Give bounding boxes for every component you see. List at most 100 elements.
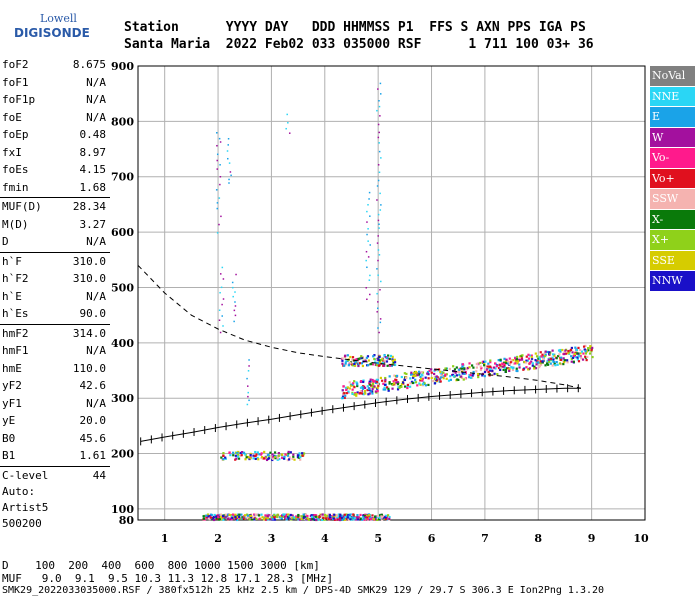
param-row: hmF1 N/A [0, 342, 110, 360]
trace-point [512, 362, 516, 365]
trace-point [229, 514, 233, 517]
trace-point [528, 354, 531, 357]
trace-point [340, 518, 344, 521]
trace-point [481, 374, 484, 377]
param-value: 28.34 [72, 200, 106, 213]
trace-point [369, 518, 373, 521]
trace-point [497, 359, 500, 362]
trace-point [343, 364, 346, 367]
trace-point [526, 359, 529, 362]
trace-point [344, 515, 347, 518]
trace-point [531, 364, 534, 367]
x-tick-label: 3 [268, 532, 276, 545]
trace-point [242, 451, 246, 454]
trace-point [489, 361, 492, 364]
sparse-echo-point [376, 268, 378, 270]
sparse-echo-point [215, 189, 218, 191]
trace-point [313, 518, 316, 521]
trace-point [292, 455, 295, 458]
param-key: h`F2 [2, 272, 29, 285]
trace-point [461, 370, 464, 373]
sparse-echo-point [367, 240, 369, 242]
trace-point [317, 518, 320, 521]
trace-point [360, 356, 363, 360]
trace-point [518, 363, 521, 366]
trace-point [235, 457, 238, 460]
trace-point [374, 517, 377, 520]
trace-point [391, 387, 394, 390]
sparse-echo-point [379, 321, 382, 324]
trace-point [274, 457, 277, 460]
trace-point [400, 383, 404, 386]
trace-point [289, 451, 292, 454]
trace-point [485, 369, 489, 372]
x-tick-label: 7 [481, 532, 489, 545]
param-row: hmE 110.0 [0, 360, 110, 378]
sparse-echo-point [218, 223, 220, 226]
trace-point [398, 386, 401, 389]
param-key: B0 [2, 431, 16, 445]
trace-point [222, 452, 225, 455]
trace-point [414, 370, 417, 374]
trace-point [575, 348, 578, 352]
sparse-echo-point [230, 174, 232, 177]
param-value: N/A [86, 110, 106, 124]
trace-point [371, 382, 374, 385]
trace-point [547, 358, 550, 361]
sparse-echo-point [379, 209, 382, 211]
trace-point [378, 359, 381, 362]
trace-point [523, 360, 526, 364]
trace-point [314, 515, 317, 518]
trace-point [563, 359, 567, 362]
sparse-echo-point [365, 287, 368, 289]
sparse-echo-point [379, 289, 381, 291]
trace-point [360, 392, 364, 395]
trace-point [247, 455, 250, 459]
param-key: D [2, 235, 9, 248]
param-value: 8.675 [72, 58, 106, 71]
trace-point [448, 367, 451, 371]
trace-point [584, 350, 587, 353]
trace-point [236, 451, 239, 455]
trace-point [502, 368, 505, 371]
trace-point [364, 392, 367, 395]
param-value: 90.0 [79, 307, 107, 320]
trace-point [464, 377, 467, 380]
param-key: h`E [2, 289, 22, 303]
trace-point [382, 388, 385, 391]
trace-point [411, 376, 415, 379]
param-key: B1 [2, 449, 16, 462]
trace-point [459, 368, 462, 372]
trace-point [357, 516, 361, 519]
trace-point [487, 371, 490, 374]
trace-point [205, 516, 208, 519]
trace-point [238, 515, 241, 518]
param-row: fmin 1.68 [0, 179, 110, 197]
trace-point [219, 515, 223, 518]
sparse-echo-point [222, 278, 225, 280]
sparse-echo-point [288, 132, 291, 134]
auto-artist: Artist5 [2, 501, 49, 514]
trace-point [361, 387, 365, 390]
trace-point [356, 383, 359, 386]
trace-point [344, 363, 347, 366]
trace-point [354, 392, 357, 395]
trace-point [470, 364, 474, 367]
sparse-echo-point [216, 159, 218, 162]
trace-point [529, 361, 532, 364]
trace-point [356, 357, 359, 361]
sparse-echo-point [222, 325, 224, 327]
y-tick-label: 400 [111, 337, 134, 350]
trace-point [222, 518, 225, 521]
param-value: 42.6 [79, 379, 107, 392]
trace-point [312, 513, 315, 517]
trace-point [455, 374, 458, 377]
x-tick-label: 2 [214, 532, 222, 545]
trace-point [552, 358, 555, 361]
trace-point [206, 513, 209, 517]
trace-point [322, 514, 326, 517]
trace-point [518, 358, 521, 361]
trace-point [299, 456, 302, 459]
param-value: N/A [86, 289, 106, 303]
y-tick-label: 300 [111, 392, 134, 405]
